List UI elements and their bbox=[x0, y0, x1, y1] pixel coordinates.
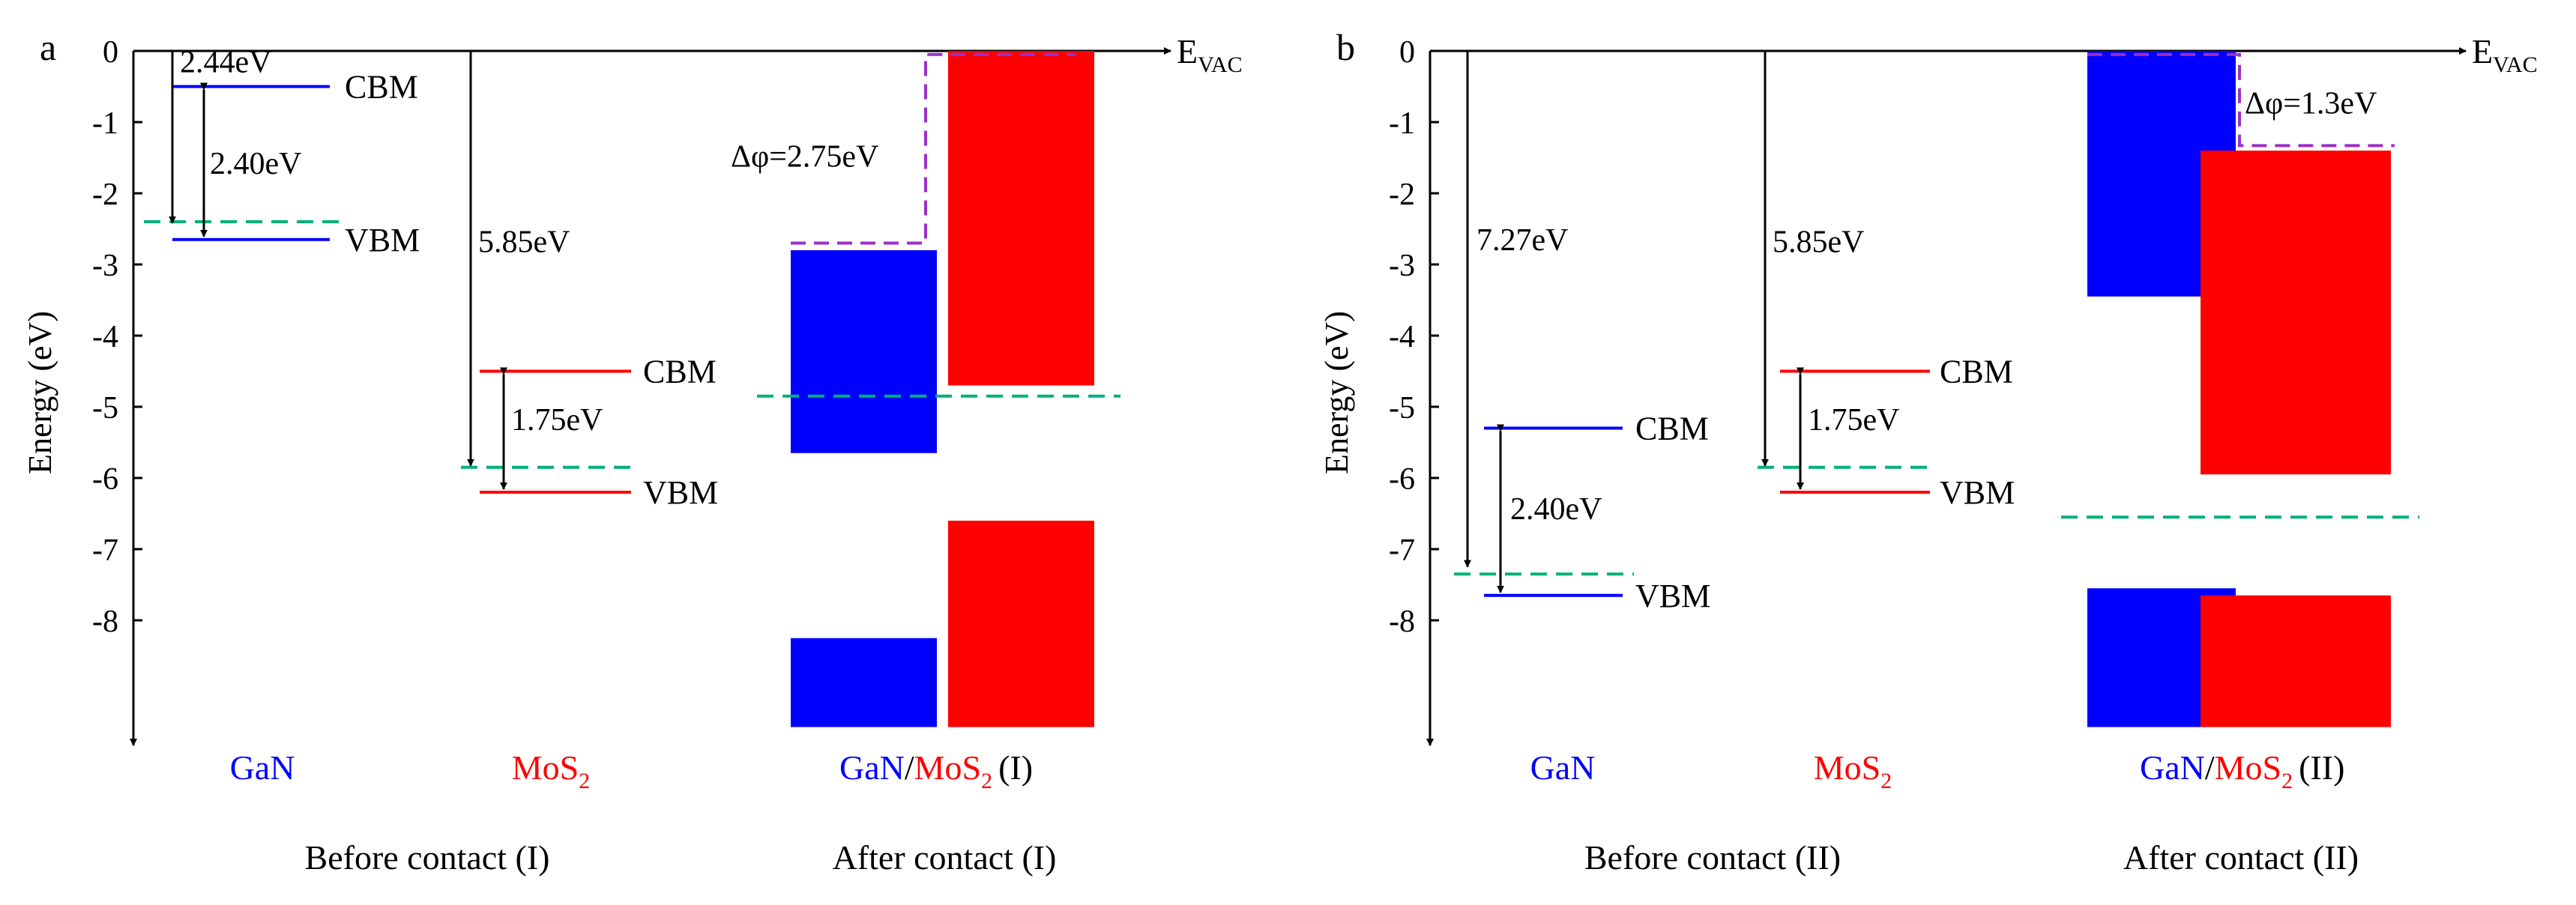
gan-cbm-label: CBM bbox=[345, 69, 418, 106]
vacuum-label: EVAC bbox=[1177, 32, 1243, 77]
y-tick-label: -5 bbox=[1389, 391, 1415, 426]
heterostructure-suffix: (II) bbox=[2299, 748, 2344, 787]
mos2-cbm-label: CBM bbox=[1940, 354, 2013, 390]
mos2-subscript: 2 bbox=[579, 769, 590, 793]
work-function-difference-label: Δφ=2.75eV bbox=[731, 140, 878, 175]
vacuum-label-subscript: VAC bbox=[1198, 52, 1242, 77]
y-axis-label: Energy (eV) bbox=[22, 311, 58, 474]
heterostructure-slash: / bbox=[2205, 748, 2215, 787]
heterostructure-mos2-part: MoS bbox=[914, 748, 981, 787]
panel-b: b EVAC 0 -1 -2 -3 -4 -5 -6 -7 -8 Energy (eV) CBM VBM 7… bbox=[1318, 26, 2538, 877]
heterostructure-mos2-subscript: 2 bbox=[2281, 769, 2293, 793]
mos2-conduction-band-block bbox=[948, 51, 1094, 386]
vacuum-label: EVAC bbox=[2472, 32, 2538, 77]
y-tick-label: 0 bbox=[1399, 35, 1415, 70]
mos2-valence-band-block bbox=[948, 521, 1094, 727]
heterostructure-suffix: (I) bbox=[998, 748, 1033, 787]
gan-conduction-band-block bbox=[791, 250, 937, 453]
y-tick-label: -2 bbox=[92, 178, 118, 212]
gan-material-label: GaN bbox=[230, 748, 295, 787]
heterostructure-label: GaN/MoS2 (II) bbox=[2140, 748, 2344, 793]
y-tick-label: -5 bbox=[92, 391, 118, 426]
mos2-cbm-label: CBM bbox=[643, 354, 717, 390]
mos2-conduction-band-block bbox=[2201, 151, 2391, 475]
gan-cbm-label: CBM bbox=[1635, 411, 1709, 447]
y-tick-label: -4 bbox=[92, 320, 118, 354]
before-contact-caption: Before contact (II) bbox=[1584, 838, 1841, 877]
mos2-band-gap-label: 1.75eV bbox=[1808, 403, 1899, 438]
gan-band-gap-label: 2.40eV bbox=[210, 147, 301, 181]
mos2-subscript: 2 bbox=[1880, 769, 1892, 793]
gan-vbm-label: VBM bbox=[1635, 578, 1710, 614]
gan-band-gap-label: 2.40eV bbox=[1510, 492, 1602, 527]
y-tick-label: -3 bbox=[1389, 249, 1415, 283]
gan-work-function-label: 2.44eV bbox=[180, 46, 271, 80]
y-tick-label: -3 bbox=[92, 249, 118, 283]
work-function-difference-label: Δφ=1.3eV bbox=[2245, 86, 2377, 121]
gan-material-label: GaN bbox=[1530, 748, 1596, 787]
y-tick-label: -6 bbox=[92, 462, 118, 497]
panel-letter: a bbox=[40, 26, 56, 68]
before-contact-caption: Before contact (I) bbox=[305, 838, 550, 877]
gan-vbm-label: VBM bbox=[345, 222, 420, 258]
vacuum-label-subscript: VAC bbox=[2493, 52, 2537, 77]
heterostructure-slash: / bbox=[905, 748, 914, 787]
gan-work-function-label: 7.27eV bbox=[1476, 223, 1568, 258]
y-tick-label: -7 bbox=[92, 533, 118, 568]
work-function-difference-bracket bbox=[791, 52, 1076, 245]
y-tick-label: -4 bbox=[1389, 320, 1415, 354]
gan-valence-band-block bbox=[791, 638, 937, 727]
mos2-vbm-label: VBM bbox=[1940, 474, 2015, 511]
panel-a: a EVAC 0 -1 -2 -3 -4 -5 -6 -7 -8 Energy (eV) CBM VBM 2… bbox=[22, 26, 1243, 877]
y-tick-label: -1 bbox=[92, 106, 118, 141]
panel-letter: b bbox=[1336, 26, 1355, 68]
mos2-valence-band-block bbox=[2201, 595, 2391, 727]
y-tick-label: -8 bbox=[92, 605, 118, 639]
y-axis-label: Energy (eV) bbox=[1318, 311, 1355, 474]
heterostructure-gan-part: GaN bbox=[839, 748, 905, 787]
mos2-material-label: MoS2 bbox=[512, 748, 590, 793]
mos2-work-function-label: 5.85eV bbox=[1773, 226, 1864, 260]
work-function-difference-bracket bbox=[2087, 52, 2395, 148]
y-tick-label: -6 bbox=[1389, 462, 1415, 497]
after-contact-caption: After contact (I) bbox=[833, 838, 1057, 877]
y-tick-label: -8 bbox=[1389, 605, 1415, 639]
y-tick-label: -1 bbox=[1389, 106, 1415, 141]
heterostructure-label: GaN/MoS2 (I) bbox=[839, 748, 1033, 793]
y-tick-label: -2 bbox=[1389, 178, 1415, 212]
y-tick-label: -7 bbox=[1389, 533, 1415, 568]
y-tick-label: 0 bbox=[103, 35, 118, 70]
after-contact-caption: After contact (II) bbox=[2123, 838, 2359, 877]
heterostructure-mos2-subscript: 2 bbox=[981, 769, 992, 793]
mos2-work-function-label: 5.85eV bbox=[478, 226, 570, 260]
heterostructure-gan-part: GaN bbox=[2140, 748, 2205, 787]
mos2-material-label: MoS2 bbox=[1814, 748, 1892, 793]
mos2-vbm-label: VBM bbox=[643, 474, 718, 511]
mos2-band-gap-label: 1.75eV bbox=[511, 403, 603, 438]
heterostructure-mos2-part: MoS bbox=[2215, 748, 2281, 787]
